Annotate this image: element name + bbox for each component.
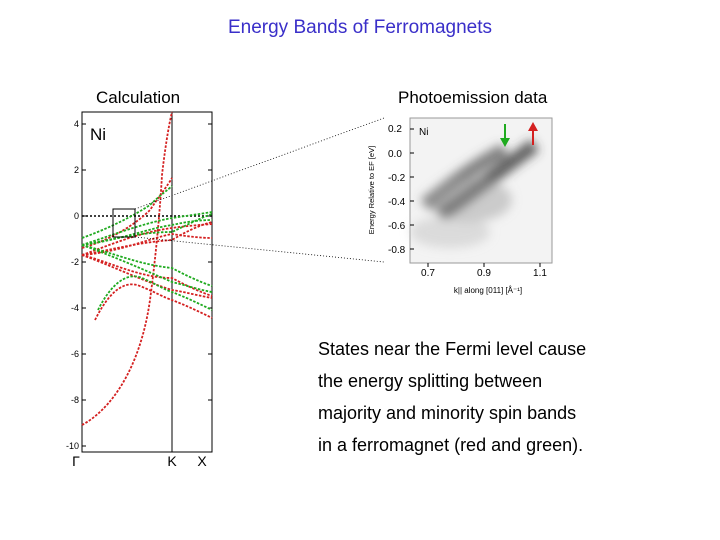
photo-y-tick: 0.2 bbox=[388, 124, 402, 135]
k-label-x: X bbox=[197, 453, 207, 469]
k-label-k: K bbox=[167, 453, 177, 469]
zoom-connector-lines bbox=[134, 117, 385, 263]
calc-y-tick: -10 bbox=[66, 441, 79, 451]
calc-y-tick: -8 bbox=[71, 395, 79, 405]
slide-title: Energy Bands of Ferromagnets bbox=[227, 17, 493, 38]
photo-material-label: Ni bbox=[419, 127, 428, 138]
calculation-frame bbox=[81, 111, 213, 453]
photo-x-tick: 1.1 bbox=[533, 268, 547, 279]
caption-line: the energy splitting between bbox=[318, 371, 543, 391]
photo-x-axis-label: k|| along [011] [Å⁻¹] bbox=[454, 286, 522, 295]
calculation-y-tick-marks bbox=[82, 123, 212, 447]
photo-x-tick: 0.9 bbox=[477, 268, 491, 279]
minority-bands bbox=[81, 185, 213, 311]
photoemission-intensity bbox=[410, 139, 540, 248]
minority-arrow-icon bbox=[500, 124, 510, 147]
photo-y-tick: -0.8 bbox=[388, 245, 406, 256]
calc-y-tick: 0 bbox=[74, 211, 79, 221]
caption-line: majority and minority spin bands bbox=[318, 403, 577, 423]
calculation-panel: 4 2 0 -2 -4 -6 -8 -10 bbox=[66, 111, 213, 469]
photo-y-tick: 0.0 bbox=[388, 149, 402, 160]
zoom-region-box bbox=[112, 208, 136, 238]
photo-y-tick: -0.4 bbox=[388, 197, 406, 208]
caption-line: States near the Fermi level cause bbox=[318, 339, 587, 359]
photo-y-axis-label: Energy Relative to EF [eV] bbox=[367, 146, 376, 234]
photo-y-tick: -0.6 bbox=[388, 221, 406, 232]
k-label-gamma: Γ bbox=[72, 453, 80, 469]
calc-y-tick: 4 bbox=[74, 119, 79, 129]
calc-y-tick: 2 bbox=[74, 165, 79, 175]
photo-y-tick-marks bbox=[410, 128, 414, 250]
caption-line: in a ferromagnet (red and green). bbox=[318, 435, 584, 455]
photo-x-tick-marks bbox=[427, 263, 541, 267]
majority-arrow-icon bbox=[528, 122, 538, 145]
photo-y-tick: -0.2 bbox=[388, 173, 406, 184]
majority-bands bbox=[81, 111, 213, 426]
calculation-label: Calculation bbox=[96, 88, 181, 107]
calc-material-label: Ni bbox=[90, 125, 106, 144]
photo-x-tick: 0.7 bbox=[421, 268, 435, 279]
calc-y-tick: -2 bbox=[71, 257, 79, 267]
photoemission-panel: 0.2 0.0 -0.2 -0.4 -0.6 -0.8 0.7 0.9 1.1 … bbox=[367, 117, 553, 295]
caption-text: States near the Fermi level cause the en… bbox=[318, 333, 708, 461]
calc-y-tick: -4 bbox=[71, 303, 79, 313]
photoemission-label: Photoemission data bbox=[398, 88, 548, 107]
calc-y-tick: -6 bbox=[71, 349, 79, 359]
